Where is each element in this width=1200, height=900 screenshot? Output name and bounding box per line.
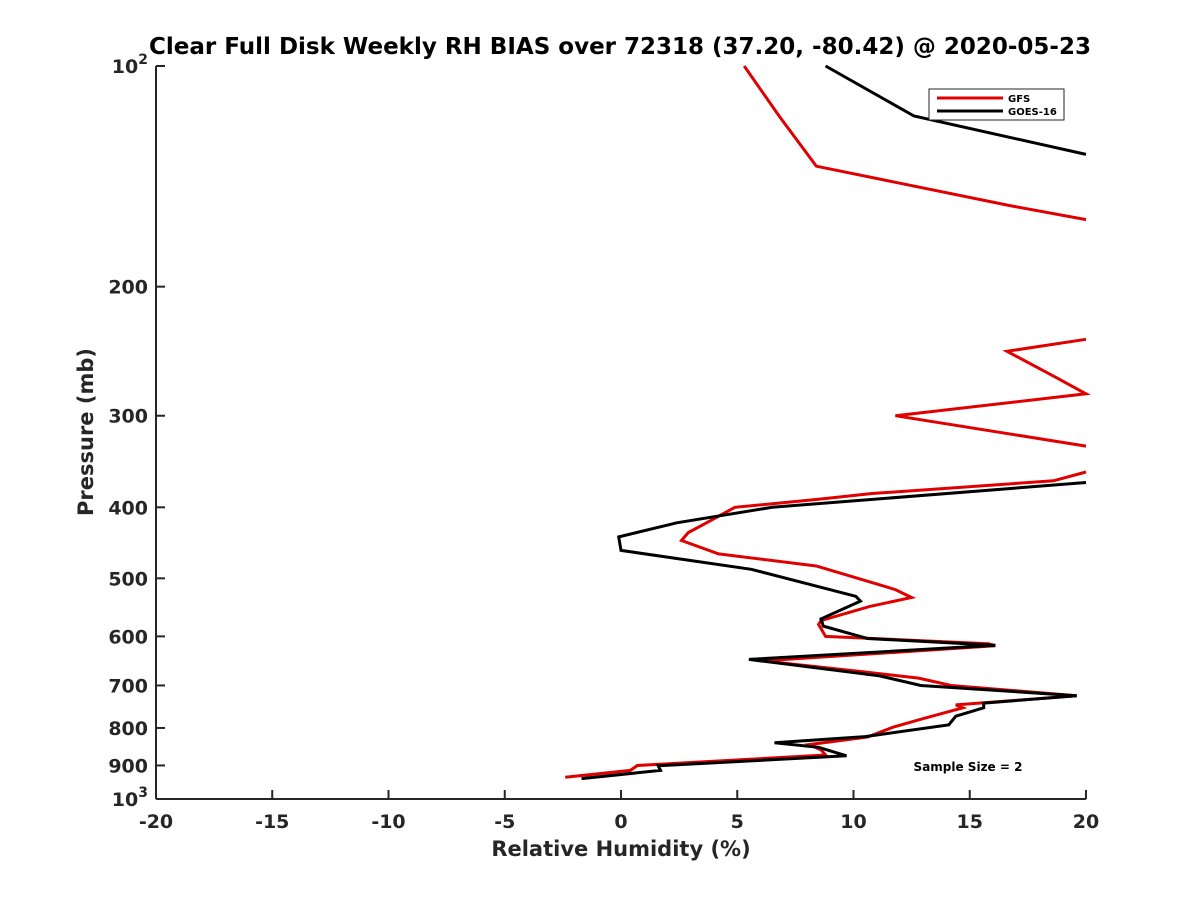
x-tick-label: 15 xyxy=(957,811,983,833)
x-tick-label: 10 xyxy=(840,811,866,833)
y-ticks: 102 200 300 400 500 600 700 800 900 103 xyxy=(108,52,165,811)
y-tick-label: 900 xyxy=(108,755,148,777)
y-tick-label: 800 xyxy=(108,718,148,740)
x-tick-label: 0 xyxy=(614,811,627,833)
x-tick-label: -15 xyxy=(255,811,289,833)
chart-title: Clear Full Disk Weekly RH BIAS over 7231… xyxy=(149,34,1091,60)
y-tick-label: 700 xyxy=(108,675,148,697)
legend-label-goes-16: GOES-16 xyxy=(1008,107,1057,118)
y-tick-label: 103 xyxy=(112,785,148,811)
legend: GFS GOES-16 xyxy=(928,88,1065,121)
series-line-goes-16 xyxy=(581,64,1087,781)
series-layer xyxy=(565,64,1091,781)
y-tick-label: 102 xyxy=(112,52,148,78)
x-tick-label: -10 xyxy=(371,811,405,833)
y-tick-label: 300 xyxy=(108,406,148,428)
y-tick-label: 600 xyxy=(108,626,148,648)
y-tick-label: 200 xyxy=(108,277,148,299)
x-tick-label: 20 xyxy=(1073,811,1099,833)
x-tick-label: -5 xyxy=(494,811,515,833)
x-tick-label: -20 xyxy=(139,811,173,833)
y-axis-label: Pressure (mb) xyxy=(74,348,98,516)
legend-label-gfs: GFS xyxy=(1008,94,1030,105)
legend-box xyxy=(928,88,1065,121)
x-axis-label: Relative Humidity (%) xyxy=(491,837,750,861)
series-line-gfs xyxy=(565,65,1091,779)
x-tick-label: 5 xyxy=(731,811,744,833)
y-tick-label: 500 xyxy=(108,568,148,590)
y-tick-label: 400 xyxy=(108,497,148,519)
sample-size-annotation: Sample Size = 2 xyxy=(914,760,1023,774)
x-ticks: -20 -15 -10 -5 0 5 10 15 20 xyxy=(139,790,1099,833)
